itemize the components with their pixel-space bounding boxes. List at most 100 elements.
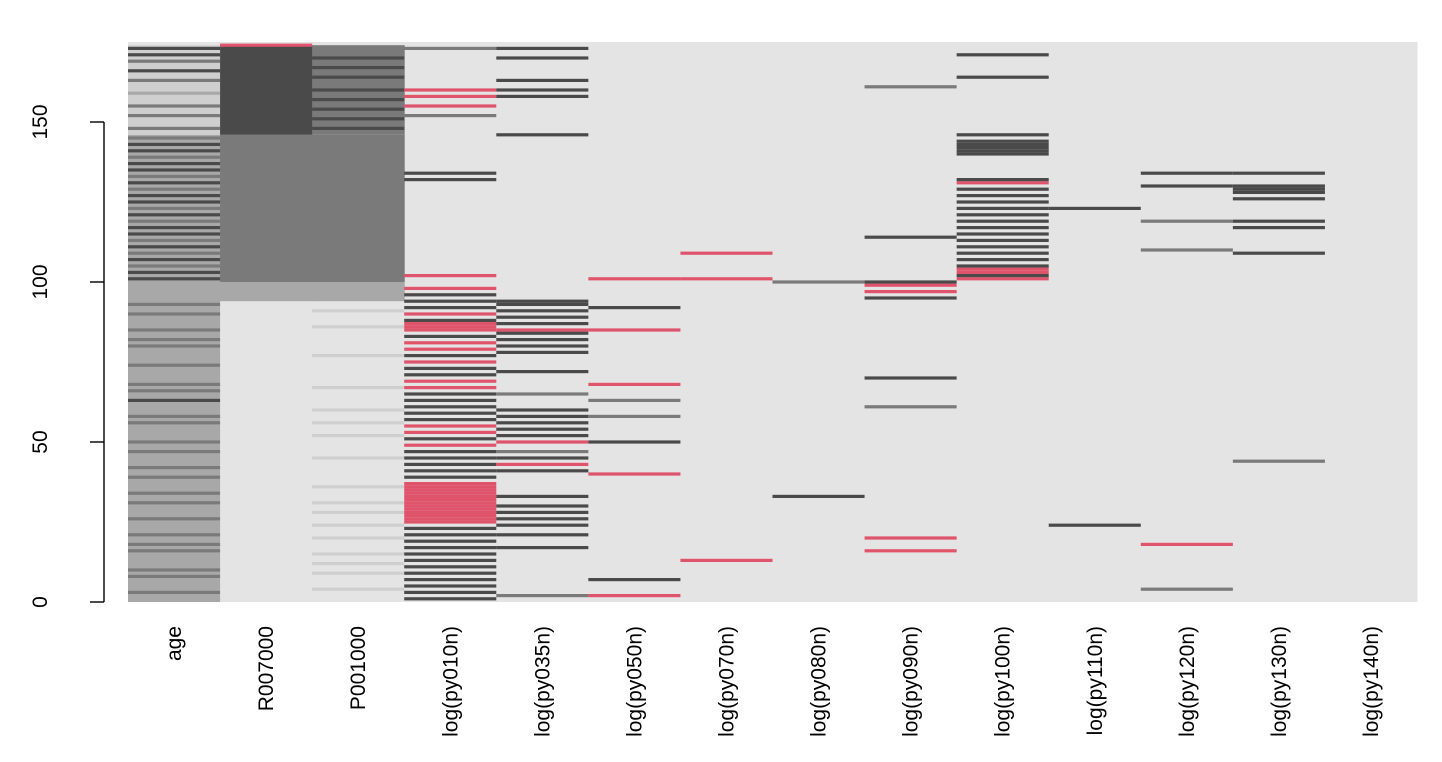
cell-age-row-109	[128, 251, 221, 255]
cell-log-py010n-row-67	[404, 386, 497, 390]
cell-age-row-163	[128, 78, 221, 82]
cell-log-py010n-row-86	[404, 325, 497, 329]
cell-log-py010n-row-49	[404, 443, 497, 447]
cell-log-py090n-row-161	[864, 85, 957, 89]
cell-log-py010n-row-41	[404, 469, 497, 473]
fill-r007000-100-146	[220, 134, 313, 282]
cell-log-py120n-row-130	[1140, 184, 1233, 188]
x-label-log-py140n: log(py140n)	[1360, 626, 1383, 737]
cell-p001000-row-154	[312, 107, 405, 111]
cell-age-row-159	[128, 91, 221, 95]
x-label-log-py120n: log(py120n)	[1176, 626, 1199, 737]
cell-age-row-113	[128, 238, 221, 242]
cell-log-py010n-row-43	[404, 462, 497, 466]
cell-log-py035n-row-78	[496, 350, 589, 354]
x-label-log-py100n: log(py100n)	[992, 626, 1015, 737]
cell-p001000-row-52	[312, 434, 405, 438]
cell-age-row-18	[128, 542, 221, 546]
cell-age-row-141	[128, 149, 221, 153]
cell-log-py010n-row-160	[404, 88, 497, 92]
cell-log-py035n-row-54	[496, 427, 589, 431]
cell-age-row-82	[128, 338, 221, 342]
cell-age-row-61	[128, 405, 221, 409]
cell-log-py010n-row-21	[404, 533, 497, 537]
cell-age-row-74	[128, 363, 221, 367]
cell-log-py010n-row-3	[404, 590, 497, 594]
cell-age-row-96	[128, 293, 221, 297]
x-axis-labels: age R007000 P001000 log(py010n) log(py035n) l…	[163, 626, 1383, 737]
cell-log-py035n-row-158	[496, 94, 589, 98]
fill-p001000-94-100	[312, 282, 405, 302]
cell-log-py010n-row-69	[404, 379, 497, 383]
cell-age-row-26	[128, 517, 221, 521]
cell-log-py010n-row-134	[404, 171, 497, 175]
cell-p001000-row-20	[312, 536, 405, 540]
cell-log-py010n-row-7	[404, 578, 497, 582]
column-bg-log-py090n	[864, 42, 958, 602]
cell-log-py090n-row-20	[864, 536, 957, 540]
cell-p001000-row-24	[312, 523, 405, 527]
cell-log-py120n-row-18	[1140, 542, 1233, 546]
cell-age-row-29	[128, 507, 221, 511]
cell-age-row-10	[128, 568, 221, 572]
cell-log-py010n-row-158	[404, 94, 497, 98]
cell-log-py035n-row-60	[496, 408, 589, 412]
cell-log-py035n-row-30	[496, 504, 589, 508]
cell-p001000-row-86	[312, 325, 405, 329]
cell-p001000-row-4	[312, 587, 405, 591]
cell-age-row-155	[128, 104, 221, 108]
cell-log-py010n-row-11	[404, 565, 497, 569]
cell-log-py035n-row-43	[496, 462, 589, 466]
cell-log-py050n-row-63	[588, 398, 681, 402]
cell-log-py035n-row-84	[496, 331, 589, 335]
cell-log-py010n-row-65	[404, 392, 497, 396]
cell-age-row-39	[128, 475, 221, 479]
cell-age-row-8	[128, 574, 221, 578]
cell-log-py100n-row-123	[956, 206, 1049, 210]
cell-log-py010n-row-13	[404, 558, 497, 562]
cell-log-py120n-row-119	[1140, 219, 1233, 223]
cell-age-row-80	[128, 344, 221, 348]
cell-log-py035n-row-173	[496, 46, 589, 50]
cell-log-py070n-row-13	[680, 558, 773, 562]
cell-log-py035n-row-146	[496, 133, 589, 137]
cell-log-py010n-row-45	[404, 456, 497, 460]
cell-log-py100n-row-102	[956, 274, 1049, 278]
cell-age-row-24	[128, 523, 221, 527]
cell-log-py100n-row-164	[956, 75, 1049, 79]
cell-age-row-58	[128, 414, 221, 418]
cell-log-py080n-row-33	[772, 494, 865, 498]
cell-log-py120n-row-134	[1140, 171, 1233, 175]
fill-p001000-0-94	[312, 301, 405, 602]
y-tick-label-50: 50	[29, 430, 52, 453]
cell-age-row-44	[128, 459, 221, 463]
cell-age-row-90	[128, 312, 221, 316]
cell-log-py100n-row-119	[956, 219, 1049, 223]
cell-log-py010n-row-173	[404, 46, 497, 50]
cell-log-py010n-row-35	[404, 488, 497, 492]
cell-log-py090n-row-99	[864, 283, 957, 287]
cell-log-py035n-row-33	[496, 494, 589, 498]
cell-log-py100n-row-109	[956, 251, 1049, 255]
cell-log-py010n-row-87	[404, 322, 497, 326]
cell-log-py010n-row-17	[404, 546, 497, 550]
cell-log-py035n-row-87	[496, 322, 589, 326]
cell-log-py010n-row-59	[404, 411, 497, 415]
cell-age-row-143	[128, 142, 221, 146]
cell-log-py010n-row-77	[404, 354, 497, 358]
cell-age-row-16	[128, 549, 221, 553]
cell-log-py100n-row-103	[956, 270, 1049, 274]
cell-log-py035n-row-56	[496, 421, 589, 425]
cell-log-py035n-row-58	[496, 414, 589, 418]
cell-p001000-row-148	[312, 126, 405, 130]
cell-log-py100n-row-141	[956, 149, 1049, 153]
cell-age-row-1	[128, 597, 221, 601]
cell-log-py010n-row-27	[404, 514, 497, 518]
cell-p001000-row-9	[312, 571, 405, 575]
cell-log-py035n-row-91	[496, 309, 589, 313]
x-label-p001000: P001000	[347, 626, 370, 710]
cell-log-py100n-row-132	[956, 178, 1049, 182]
x-label-log-py090n: log(py090n)	[900, 626, 923, 737]
column-bg-log-py120n	[1140, 42, 1234, 602]
cell-log-py010n-row-88	[404, 318, 497, 322]
